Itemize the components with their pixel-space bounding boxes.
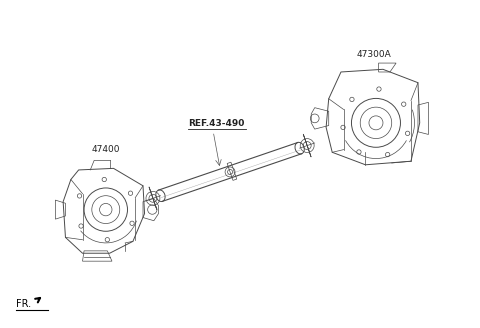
Text: 47400: 47400 (92, 145, 120, 154)
Text: 47300A: 47300A (356, 50, 391, 59)
Text: FR.: FR. (16, 299, 31, 309)
Text: REF.43-490: REF.43-490 (188, 119, 245, 128)
